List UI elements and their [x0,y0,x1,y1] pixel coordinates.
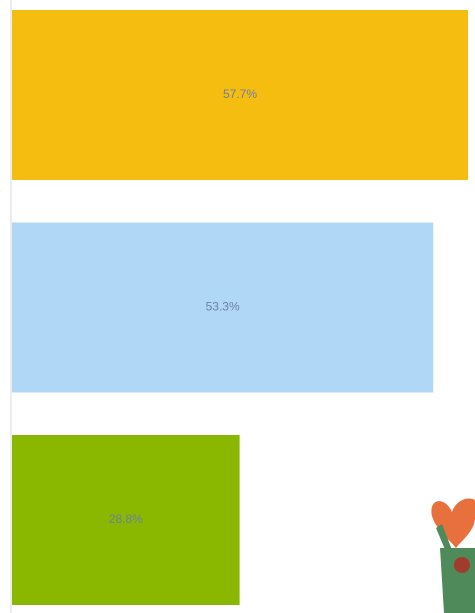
page: 57.7%53.3%28.8% (() => { const data = JS… [0,0,475,613]
heart [431,499,475,549]
chart: 57.7% 53.3% 28.8% [0,0,475,613]
illustration [431,499,475,613]
data-label: 57.7% [223,87,257,101]
figure-head [454,557,470,573]
data-label: 53.3% [206,300,240,314]
figure-body [440,548,475,613]
data-label: 28.8% [109,512,143,526]
